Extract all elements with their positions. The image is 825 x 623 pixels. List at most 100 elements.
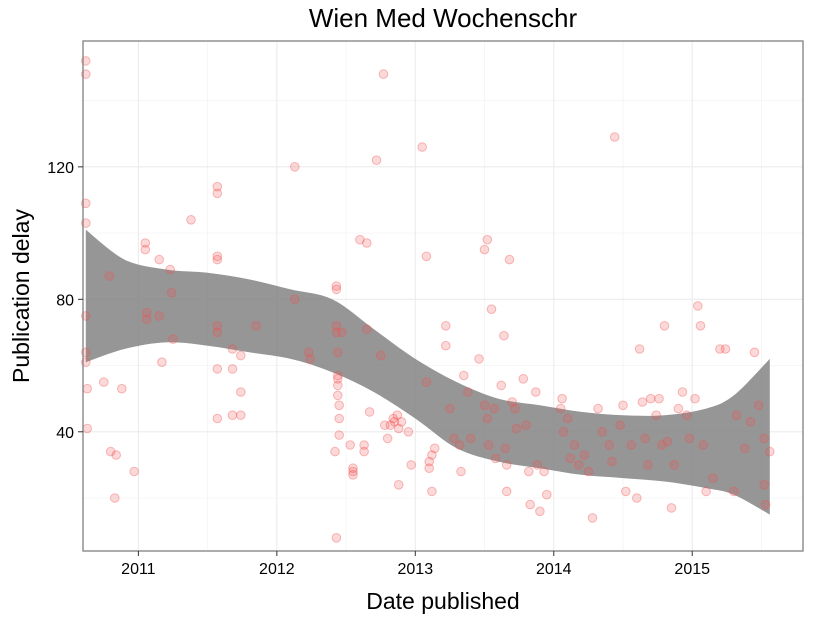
scatter-point bbox=[111, 450, 121, 460]
scatter-point bbox=[236, 387, 246, 397]
scatter-point bbox=[632, 493, 642, 503]
scatter-point bbox=[334, 430, 345, 440]
scatter-point bbox=[331, 533, 342, 543]
scatter-point bbox=[290, 294, 300, 305]
points-layer bbox=[81, 56, 775, 543]
scatter-point bbox=[510, 403, 520, 414]
scatter-point bbox=[645, 393, 656, 404]
scatter-point bbox=[355, 234, 365, 245]
chart-title: Wien Med Wochenschr bbox=[309, 3, 578, 33]
scatter-point bbox=[227, 344, 238, 354]
scatter-point bbox=[441, 321, 451, 331]
scatter-point bbox=[501, 486, 512, 497]
scatter-point bbox=[334, 400, 345, 411]
scatter-point bbox=[212, 327, 223, 338]
scatter-point bbox=[500, 443, 511, 454]
scatter-point bbox=[666, 503, 677, 513]
scatter-point bbox=[333, 390, 343, 401]
scatter-point bbox=[454, 440, 465, 450]
scatter-point bbox=[579, 450, 590, 460]
scatter-point bbox=[463, 387, 473, 397]
scatter-point bbox=[657, 440, 667, 450]
scatter-point bbox=[565, 453, 576, 464]
scatter-point bbox=[720, 344, 731, 354]
scatter-point bbox=[562, 413, 573, 424]
scatter-point bbox=[745, 417, 756, 427]
y-tick-label: 80 bbox=[56, 292, 74, 309]
scatter-point bbox=[558, 427, 569, 437]
scatter-point bbox=[609, 132, 620, 142]
scatter-point bbox=[371, 155, 382, 165]
scatter-point bbox=[337, 327, 347, 338]
scatter-point bbox=[303, 347, 314, 358]
scatter-point bbox=[759, 433, 770, 444]
scatter-point bbox=[82, 423, 92, 434]
scatter-point bbox=[166, 287, 177, 298]
scatter-point bbox=[168, 334, 178, 344]
x-tick-label: 2011 bbox=[121, 561, 156, 578]
scatter-point bbox=[701, 486, 711, 497]
scatter-point bbox=[759, 480, 770, 490]
scatter-point bbox=[518, 374, 529, 384]
scatter-point bbox=[524, 466, 534, 477]
scatter-point bbox=[375, 350, 386, 361]
scatter-point bbox=[760, 499, 771, 510]
scatter-point bbox=[348, 466, 358, 477]
scatter-point bbox=[604, 440, 615, 450]
scatter-point bbox=[212, 188, 223, 199]
scatter-point bbox=[532, 460, 543, 470]
scatter-point bbox=[227, 410, 238, 421]
scatter-point bbox=[417, 142, 428, 152]
y-tick-label: 120 bbox=[47, 160, 74, 177]
scatter-point bbox=[557, 393, 567, 404]
scatter-point bbox=[615, 420, 626, 431]
scatter-point bbox=[501, 460, 512, 470]
scatter-point bbox=[593, 403, 603, 414]
scatter-point bbox=[212, 413, 223, 424]
scatter-point bbox=[331, 321, 342, 331]
scatter-point bbox=[333, 374, 343, 384]
scatter-point bbox=[105, 446, 116, 457]
scatter-point bbox=[490, 453, 501, 464]
scatter-point bbox=[212, 251, 223, 262]
scatter-point bbox=[345, 440, 356, 450]
scatter-point bbox=[290, 162, 300, 172]
scatter-point bbox=[140, 238, 151, 248]
x-tick-label: 2015 bbox=[674, 561, 710, 578]
scatter-point bbox=[382, 433, 393, 444]
scatter-point bbox=[427, 486, 437, 497]
grid-minor-lines bbox=[83, 41, 803, 551]
scatter-point bbox=[104, 271, 115, 281]
scatter-point bbox=[380, 420, 390, 431]
scatter-point bbox=[708, 473, 718, 483]
scatter-point bbox=[236, 350, 246, 361]
scatter-point bbox=[729, 486, 739, 497]
scatter-point bbox=[654, 393, 664, 404]
scatter-point bbox=[406, 460, 417, 470]
scatter-point bbox=[117, 383, 127, 394]
scatter-point bbox=[421, 377, 432, 387]
scatter-point bbox=[507, 397, 518, 407]
scatter-point bbox=[479, 400, 490, 411]
scatter-point bbox=[393, 480, 404, 490]
plot-border bbox=[82, 40, 804, 552]
scatter-point bbox=[157, 357, 167, 368]
scatter-point bbox=[482, 234, 493, 245]
scatter-point bbox=[765, 446, 775, 457]
scatter-point bbox=[348, 470, 358, 480]
scatter-point bbox=[618, 400, 628, 411]
scatter-point bbox=[465, 433, 476, 444]
scatter-point bbox=[539, 466, 549, 477]
scatter-point bbox=[424, 463, 435, 474]
scatter-point bbox=[456, 466, 466, 477]
scatter-point bbox=[504, 254, 515, 265]
scatter-point bbox=[740, 443, 750, 454]
scatter-point bbox=[388, 413, 399, 424]
scatter-point bbox=[348, 463, 358, 474]
scatter-point bbox=[445, 403, 455, 414]
scatter-point bbox=[330, 446, 340, 457]
scatter-point bbox=[251, 321, 261, 331]
scatter-point bbox=[154, 254, 164, 265]
scatter-point bbox=[236, 410, 246, 421]
